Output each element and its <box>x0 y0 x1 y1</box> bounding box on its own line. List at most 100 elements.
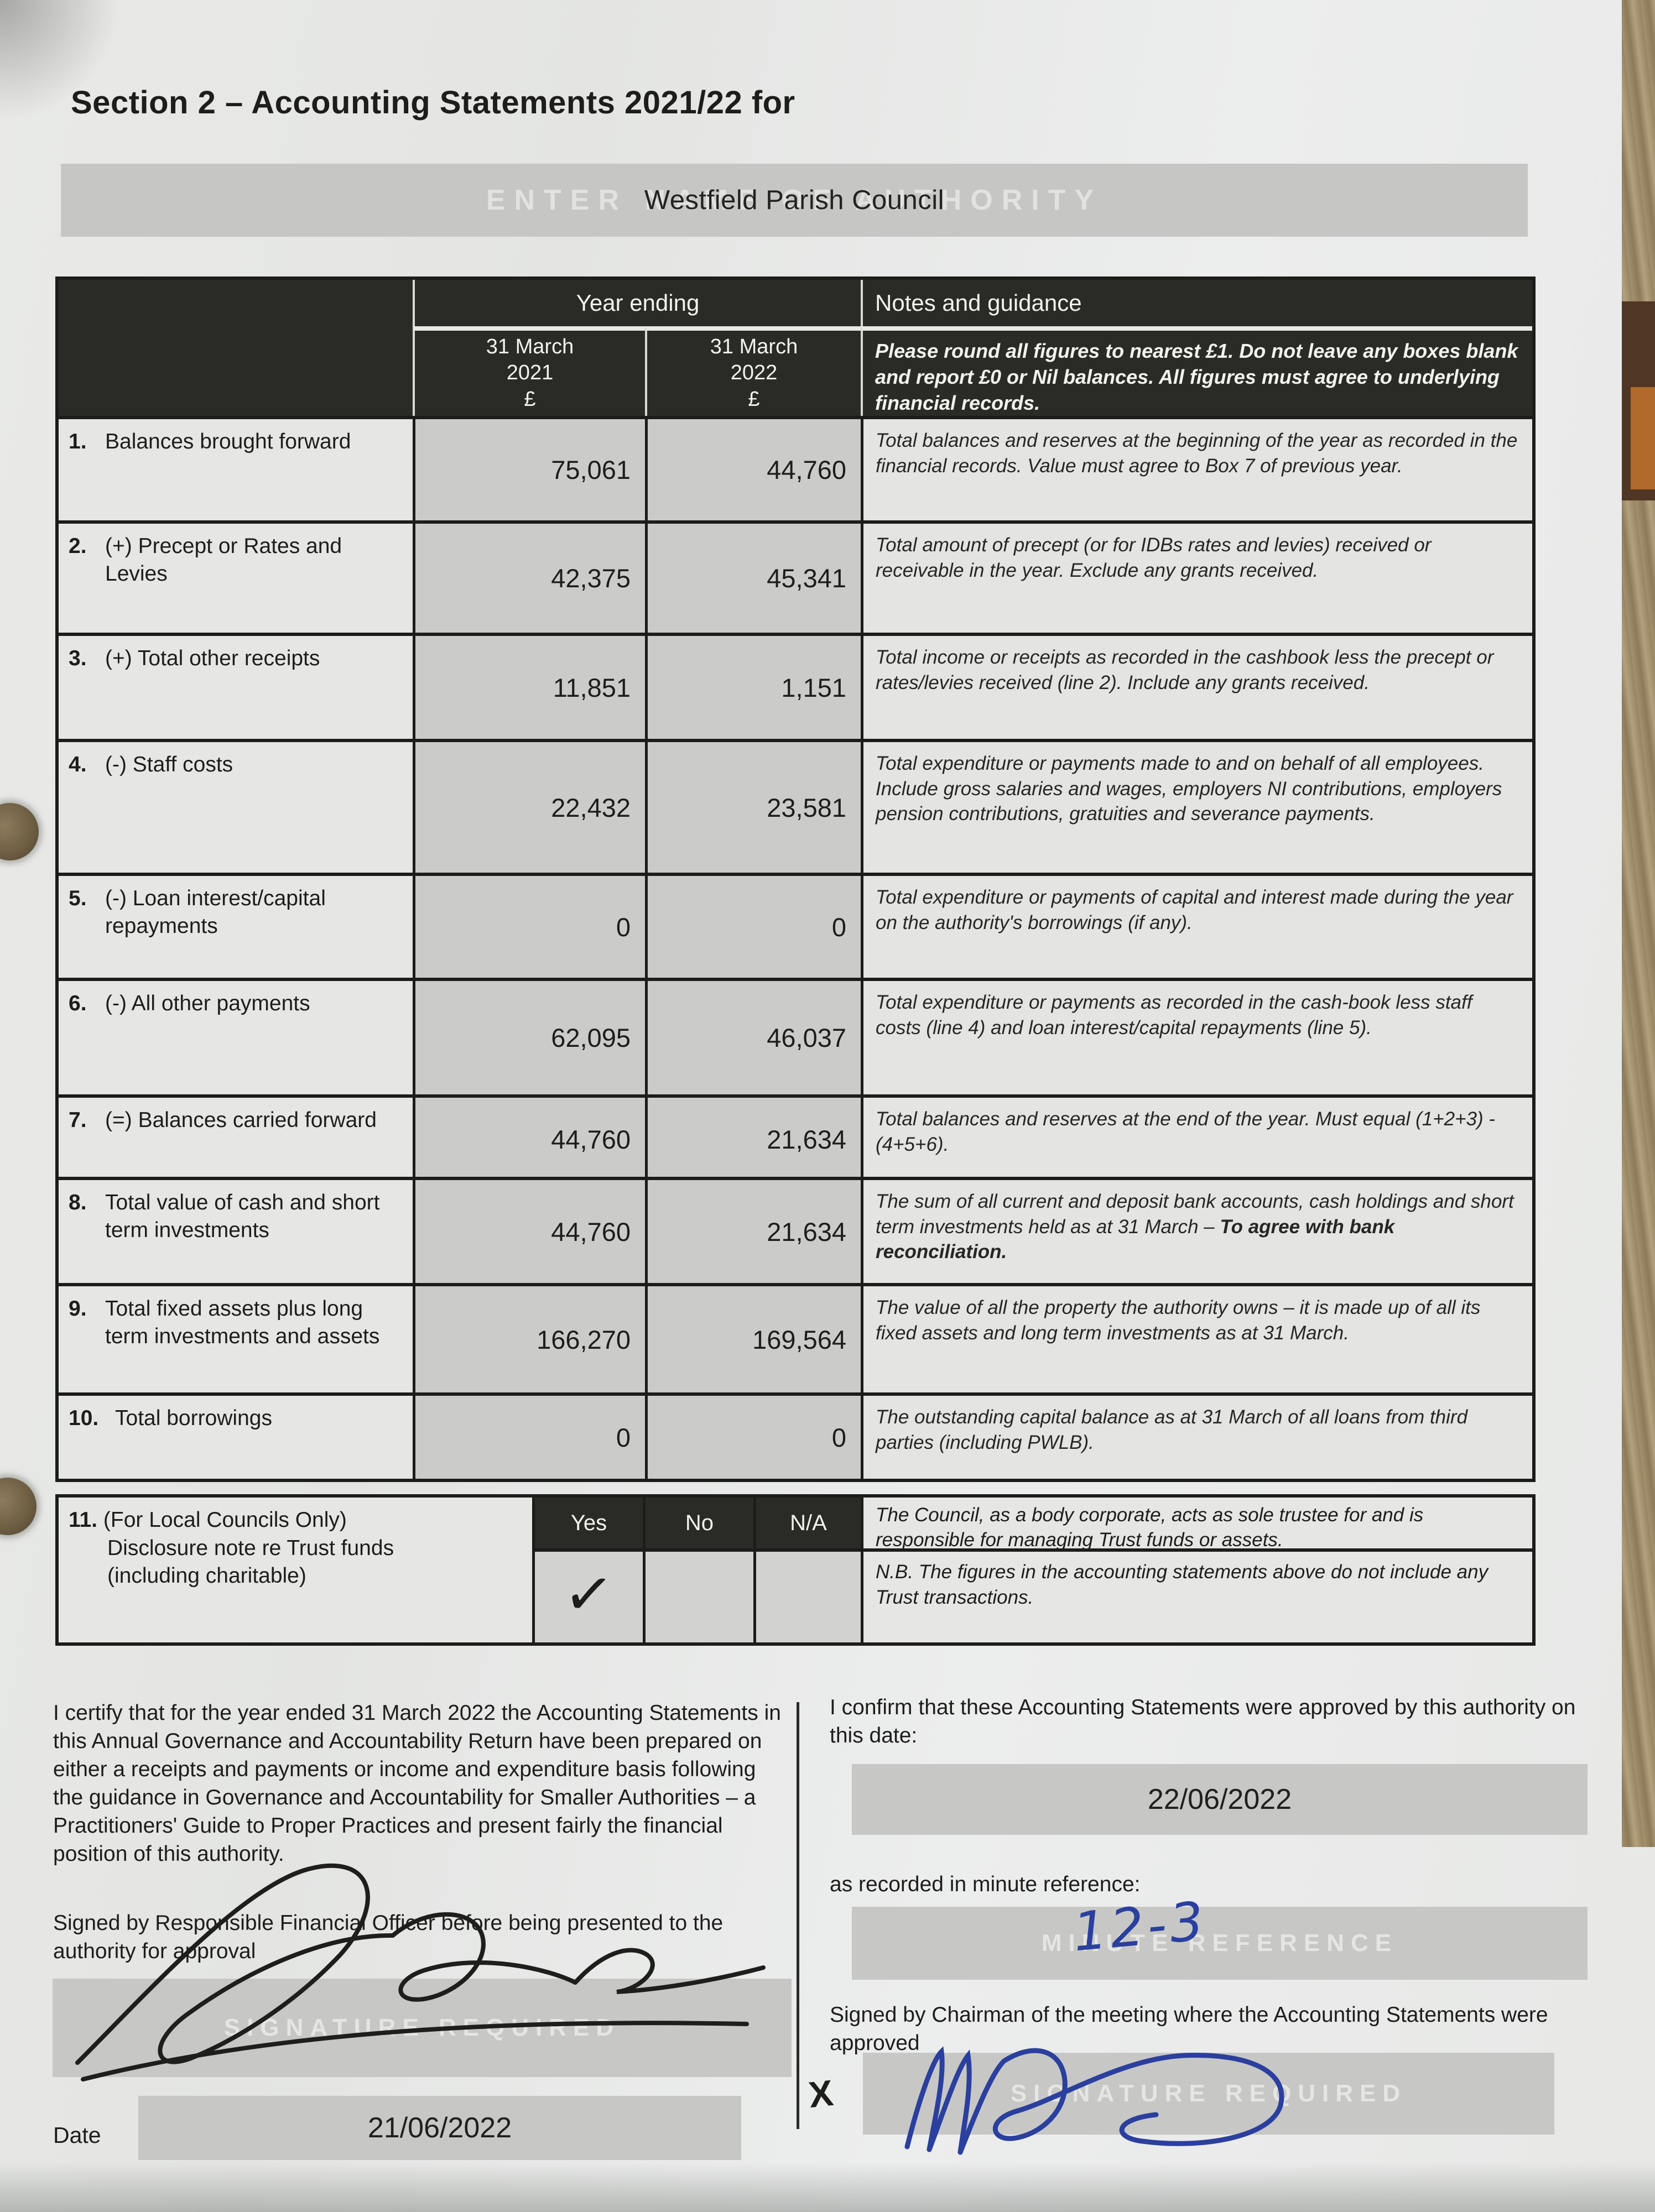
value-2022: 21,634 <box>645 1098 861 1181</box>
chairman-signature <box>904 2046 1284 2155</box>
header-notes-guidance: Notes and guidance <box>861 280 1532 326</box>
value-2022: 0 <box>645 1396 861 1479</box>
header-blank-cell <box>59 280 413 416</box>
approval-date-value: 22/06/2022 <box>1147 1783 1292 1815</box>
value-2022: 0 <box>645 876 861 978</box>
row-label: Total value of cash and short term inves… <box>105 1191 380 1242</box>
rfo-certify-text: I certify that for the year ended 31 Mar… <box>53 1701 781 1866</box>
header-col-2021: 31 March 2021 £ <box>413 326 645 416</box>
checkbox-yes: ✓ <box>532 1548 643 1642</box>
hole-punch-bottom <box>0 1478 37 1535</box>
value-2022: 1,151 <box>645 636 861 739</box>
chairman-signed-by-text: Signed by Chairman of the meeting where … <box>830 2003 1548 2056</box>
option-header-yes: Yes <box>532 1498 643 1548</box>
table-row-2: 2. (+) Precept or Rates and Levies 42,375… <box>59 520 1532 633</box>
row-label: (=) Balances carried forward <box>105 1108 377 1132</box>
table-row-7: 7. (=) Balances carried forward 44,760 21… <box>59 1094 1532 1181</box>
table-row-4: 4. (-) Staff costs 22,432 23,581 Total ex… <box>59 739 1532 873</box>
row-note: Total balances and reserves at the end o… <box>861 1098 1532 1181</box>
value-2022: 23,581 <box>645 742 861 873</box>
value-2021: 166,270 <box>413 1286 645 1392</box>
minute-reference-label: as recorded in minute reference: <box>830 1872 1141 1896</box>
row-note: The sum of all current and deposit bank … <box>861 1180 1532 1283</box>
checkbox-na <box>753 1548 861 1642</box>
checkmark-icon: ✓ <box>560 1558 617 1630</box>
value-2021: 62,095 <box>413 981 645 1094</box>
trust-note-1: The Council, as a body corporate, acts a… <box>861 1498 1532 1551</box>
value-2022: 44,760 <box>645 419 861 520</box>
row-note: Total income or receipts as recorded in … <box>861 636 1532 739</box>
option-header-no: No <box>643 1498 753 1548</box>
table-row-8: 8. Total value of cash and short term inv… <box>59 1180 1532 1283</box>
rfo-signature <box>75 1863 766 2081</box>
signature-required-watermark: SIGNATURE REQUIRED <box>1010 2080 1407 2107</box>
minute-reference-value: 12-3 <box>1070 1890 1210 1964</box>
table-row-9: 9. Total fixed assets plus long term inve… <box>59 1283 1532 1392</box>
value-2021: 44,760 <box>413 1098 645 1181</box>
corner-shadow <box>0 0 122 122</box>
row-note: Total expenditure or payments as recorde… <box>861 981 1532 1094</box>
minute-reference-watermark: MINUTE REFERENCE <box>1041 1929 1398 1957</box>
row-note: Total amount of precept (or for IDBs rat… <box>861 524 1532 633</box>
trust-note-2: N.B. The figures in the accounting state… <box>861 1548 1532 1642</box>
authority-watermark: ENTER NAME OF AUTHORITY <box>486 184 1103 216</box>
checkbox-no <box>643 1548 753 1642</box>
rfo-signed-by-text: Signed by Responsible Financial Officer … <box>53 1911 724 1964</box>
value-2021: 22,432 <box>413 742 645 873</box>
row-label: Balances brought forward <box>105 430 351 453</box>
accounting-statements-table: Year ending Notes and guidance 31 March … <box>55 276 1536 1184</box>
value-2022: 21,634 <box>645 1180 861 1283</box>
row-label: (-) Staff costs <box>105 753 233 776</box>
table-row-1: 1. Balances brought forward 75,061 44,760… <box>59 416 1532 520</box>
table-row-5: 5. (-) Loan interest/capital repayments 0… <box>59 873 1532 978</box>
bottom-shadow <box>0 2162 1655 2212</box>
row-note: The value of all the property the author… <box>861 1286 1532 1392</box>
value-2022: 45,341 <box>645 524 861 633</box>
row-label: (-) Loan interest/capital repayments <box>105 886 326 938</box>
header-col-2022: 31 March 2022 £ <box>645 326 861 416</box>
row-label: Total fixed assets plus long term invest… <box>105 1297 380 1348</box>
table-header: Year ending Notes and guidance 31 March … <box>59 280 1532 416</box>
row-note: Total expenditure or payments of capital… <box>861 876 1532 978</box>
wood-orange-object <box>1631 387 1655 489</box>
authority-name-field: ENTER NAME OF AUTHORITY Westfield Parish… <box>61 164 1528 237</box>
column-divider <box>797 1702 799 2129</box>
approval-date-field: 22/06/2022 <box>852 1764 1588 1835</box>
row-note: Total expenditure or payments made to an… <box>861 742 1532 873</box>
approval-confirm-text: I confirm that these Accounting Statemen… <box>830 1695 1576 1748</box>
value-2022: 169,564 <box>645 1286 861 1392</box>
value-2021: 0 <box>413 1396 645 1479</box>
hole-punch-top <box>0 803 39 860</box>
value-2021: 42,375 <box>413 524 645 633</box>
wood-table-background <box>1622 0 1655 1847</box>
chairman-signature-field: SIGNATURE REQUIRED <box>863 2053 1554 2135</box>
row-label: Total borrowings <box>115 1406 272 1430</box>
row-note: The outstanding capital balance as at 31… <box>861 1396 1532 1479</box>
cash-assets-table: 8. Total value of cash and short term inv… <box>55 1177 1536 1482</box>
value-2022: 46,037 <box>645 981 861 1094</box>
table-row-6: 6. (-) All other payments 62,095 46,037 T… <box>59 978 1532 1094</box>
row-label: (+) Total other receipts <box>105 646 320 670</box>
trust-funds-table: 11. (For Local Councils Only) Disclosure… <box>55 1494 1536 1646</box>
rfo-date-field: 21/06/2022 <box>138 2096 741 2160</box>
page-title: Section 2 – Accounting Statements 2021/2… <box>71 85 795 121</box>
option-header-na: N/A <box>753 1498 861 1548</box>
table-row-3: 3. (+) Total other receipts 11,851 1,151 … <box>59 633 1532 739</box>
row-label: (+) Precept or Rates and Levies <box>105 534 342 586</box>
header-year-ending: Year ending <box>413 280 861 326</box>
minute-reference-field: MINUTE REFERENCE <box>852 1907 1588 1980</box>
row-note: Total balances and reserves at the begin… <box>861 419 1532 520</box>
signature-required-watermark: SIGNATURE REQUIRED <box>223 2014 621 2041</box>
row-label: (-) All other payments <box>105 992 310 1015</box>
table-row-10: 10. Total borrowings 0 0 The outstanding … <box>59 1392 1532 1479</box>
header-instruction: Please round all figures to nearest £1. … <box>861 326 1532 416</box>
value-2021: 75,061 <box>413 419 645 520</box>
signature-x-mark: X <box>806 2072 835 2116</box>
value-2021: 44,760 <box>413 1180 645 1283</box>
trust-row-label: 11. (For Local Councils Only) Disclosure… <box>69 1508 394 1588</box>
authority-name: Westfield Parish Council <box>644 185 945 215</box>
rfo-date-value: 21/06/2022 <box>367 2112 512 2144</box>
value-2021: 11,851 <box>413 636 645 739</box>
value-2021: 0 <box>413 876 645 978</box>
date-label: Date <box>53 2122 101 2148</box>
